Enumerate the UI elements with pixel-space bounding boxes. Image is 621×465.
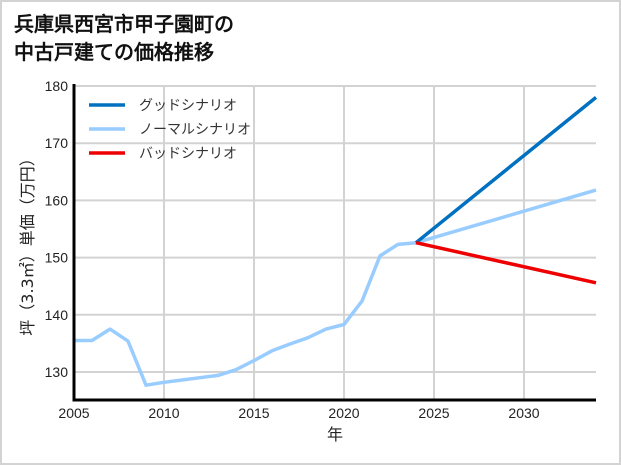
x-axis-label: 年: [327, 425, 343, 444]
x-tick-label: 2020: [328, 405, 359, 421]
x-tick-label: 2025: [418, 405, 449, 421]
y-tick-label: 180: [45, 78, 69, 94]
legend-item: ノーマルシナリオ: [89, 122, 251, 138]
series-line-1: [74, 188, 597, 387]
y-tick-label: 160: [45, 192, 69, 208]
legend-label: ノーマルシナリオ: [139, 122, 251, 138]
y-tick-label: 150: [45, 250, 69, 266]
y-axis-label: 坪（3.3㎡）単価（万円）: [18, 150, 37, 335]
y-tick-label: 130: [45, 364, 69, 380]
chart-title-line-1: 兵庫県西宮市甲子園町の: [14, 12, 234, 36]
legend-item: グッドシナリオ: [89, 98, 237, 114]
series-line-2: [415, 240, 597, 285]
x-tick-label: 2005: [58, 405, 89, 421]
legend-label: バッドシナリオ: [139, 146, 237, 162]
series-line-0: [414, 96, 598, 245]
x-tick-label: 2030: [508, 405, 539, 421]
chart-title: 兵庫県西宮市甲子園町の 中古戸建ての価格推移: [14, 10, 234, 66]
chart-title-line-2: 中古戸建ての価格推移: [14, 40, 214, 64]
legend-label: グッドシナリオ: [139, 98, 237, 114]
axes: [72, 84, 596, 402]
y-tick-label: 170: [45, 135, 69, 151]
tick-labels: 2005 2010 2015 2020 2025 2030 130 140 150 160 170 1…: [45, 78, 540, 421]
data-series: [74, 96, 598, 387]
legend-item: バッドシナリオ: [89, 146, 237, 162]
y-tick-label: 140: [45, 307, 69, 323]
x-tick-label: 2010: [148, 405, 179, 421]
x-tick-label: 2015: [238, 405, 269, 421]
